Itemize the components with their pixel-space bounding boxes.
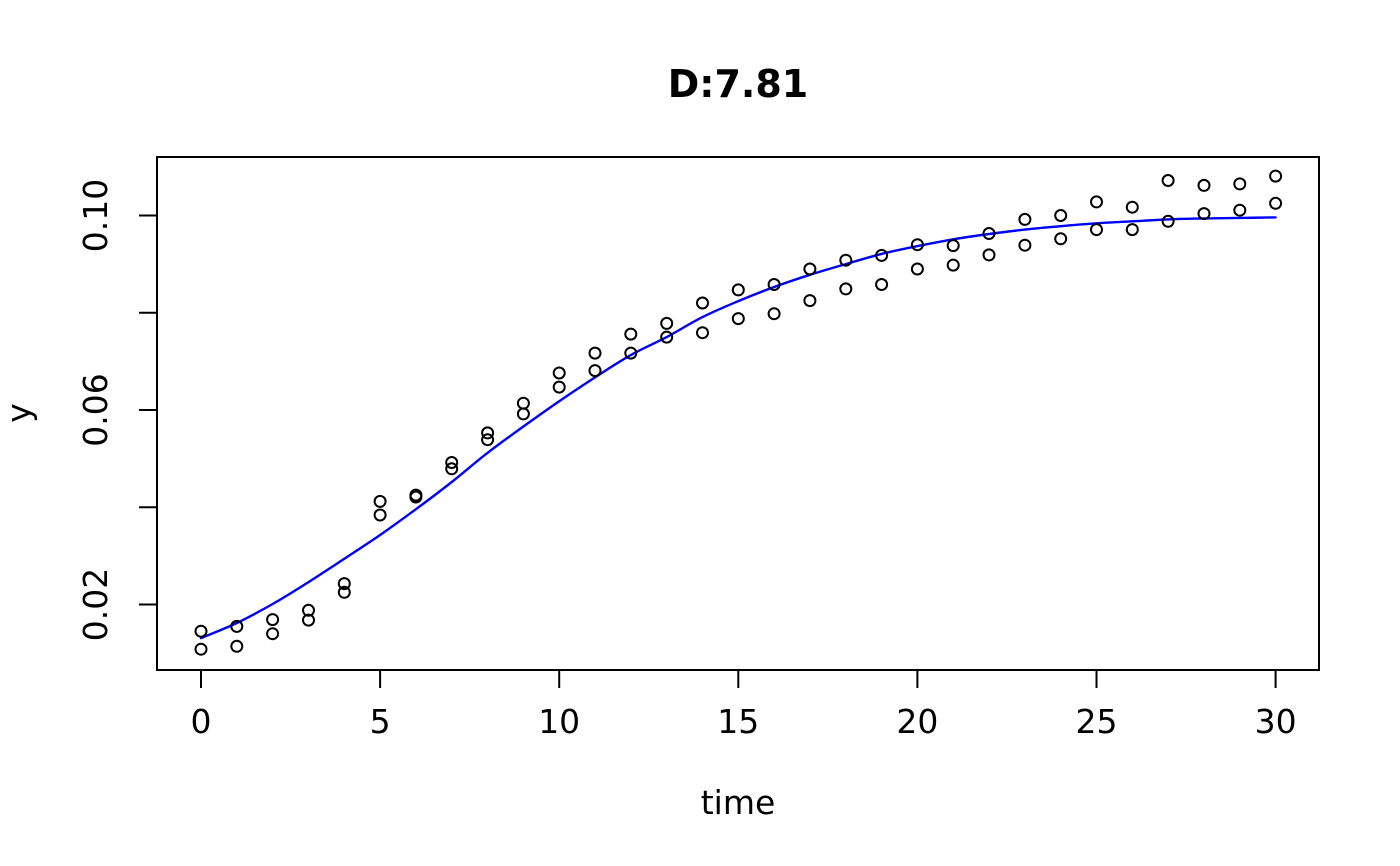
data-point [910,262,924,276]
y-tick-label: 0.06 [76,373,115,446]
x-tick-label: 30 [1255,702,1297,741]
data-point [731,312,745,326]
data-point [481,426,495,440]
x-tick-label: 25 [1076,702,1118,741]
data-point [624,327,638,341]
data-point [839,282,853,296]
scatter-points [194,169,1283,656]
x-axis-label: time [701,783,776,822]
data-point [1233,177,1247,191]
data-point [588,364,602,378]
data-point [373,494,387,508]
data-point [839,253,853,267]
data-point [803,262,817,276]
data-point [1197,207,1211,221]
data-point [875,248,889,262]
data-point [302,613,315,627]
data-point [445,462,459,476]
data-point [552,380,566,394]
data-point [982,248,996,262]
data-point [1018,212,1032,226]
data-point [1018,238,1032,252]
data-point [946,239,960,253]
y-tick-label: 0.10 [76,179,115,252]
y-axis-label: y [0,403,38,423]
data-point [696,326,709,340]
data-point [660,316,674,330]
data-point [230,619,244,633]
data-point [1125,200,1139,214]
x-tick-label: 5 [370,702,391,741]
data-point [194,624,208,638]
data-point [946,258,960,272]
data-point [266,613,280,627]
data-point [875,278,889,291]
data-point [767,307,781,321]
data-point [660,330,674,344]
chart-title: D:7.81 [668,62,809,106]
data-point [1269,196,1283,210]
x-axis: 0 5 10 15 20 25 30 [191,670,1297,741]
data-point [1090,195,1103,209]
data-point [1090,223,1103,237]
data-point [337,585,351,599]
data-point [516,407,530,421]
data-point [588,346,602,360]
data-point [481,433,495,447]
data-point [982,227,996,240]
data-point [731,283,745,297]
data-point [302,603,315,617]
data-point [373,508,387,522]
data-point [230,639,244,653]
y-axis: 0.02 0.06 0.10 [76,179,157,641]
data-point [1233,203,1247,217]
data-point [1054,209,1068,222]
x-tick-label: 15 [717,702,759,741]
data-point [1054,232,1068,246]
data-point [194,642,208,656]
x-tick-label: 0 [191,702,212,741]
data-point [1269,169,1283,183]
x-tick-label: 20 [896,702,938,741]
data-point [910,238,924,252]
y-tick-label: 0.02 [76,568,115,641]
data-point [445,456,459,469]
data-point [624,346,638,360]
data-point [552,366,566,380]
x-tick-label: 10 [538,702,580,741]
data-point [266,627,280,641]
data-point [1125,223,1139,237]
data-point [1197,178,1211,192]
data-point [767,278,781,291]
data-point [1161,214,1175,228]
data-point [803,294,817,308]
data-point [409,490,423,504]
data-point [1161,174,1175,187]
data-point [696,296,709,310]
data-point [337,577,351,591]
